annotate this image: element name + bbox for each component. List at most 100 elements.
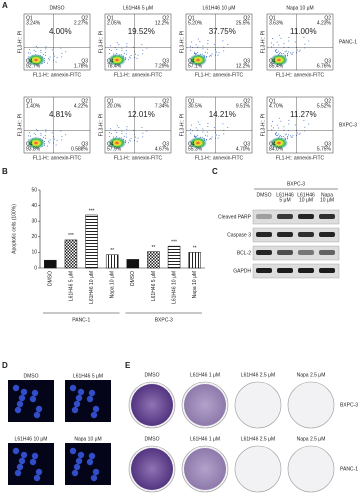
nucleus	[20, 388, 28, 396]
quadrant-value: 6.76%	[317, 63, 332, 69]
blot-band	[277, 214, 293, 219]
panel-label: E	[125, 361, 131, 370]
scatter-dot	[280, 136, 282, 138]
nucleus	[77, 451, 85, 459]
scatter-dot	[288, 36, 290, 38]
blot-band	[298, 214, 314, 219]
nucleus	[69, 447, 77, 455]
quadrant-value: 55.3%	[188, 146, 203, 152]
apoptosis-total: 4.81%	[49, 110, 72, 119]
scatter-dot	[193, 53, 195, 55]
scatter-dot	[218, 135, 220, 137]
x-axis-label: FL1-H:: annexin-FITC	[114, 72, 163, 78]
quadrant-name: Q1	[269, 15, 276, 21]
scatter-dot	[299, 49, 301, 51]
scatter-dot	[48, 142, 50, 144]
quadrant-value: 4.23%	[317, 20, 332, 26]
scatter-dot	[40, 49, 42, 51]
scatter-dot	[29, 52, 31, 54]
scatter-dot	[278, 117, 280, 119]
scatter-dot	[202, 131, 204, 133]
scatter-dot	[195, 44, 197, 46]
nucleus	[29, 395, 37, 403]
group-label: BXPC-3	[155, 317, 173, 323]
blot-band	[319, 232, 335, 237]
y-tick-label: 20	[31, 234, 37, 240]
scatter-dot	[276, 41, 278, 43]
scatter-dot	[272, 37, 274, 39]
scatter-dot	[298, 51, 300, 53]
scatter-dot	[190, 49, 192, 51]
scatter-dot	[129, 56, 131, 58]
nucleus	[14, 406, 22, 414]
quadrant-name: Q3	[162, 58, 169, 64]
nucleus	[14, 469, 22, 477]
scatter-dot	[194, 51, 196, 53]
scatter-dot	[280, 120, 282, 122]
nucleus	[90, 411, 98, 419]
blot-band	[298, 250, 314, 255]
blot-strip	[252, 227, 340, 243]
scatter-dot	[207, 43, 209, 45]
scatter-dot	[190, 128, 192, 130]
scatter-dot	[116, 42, 118, 44]
scatter-dot	[33, 132, 35, 134]
nucleus	[18, 394, 26, 402]
scatter-dot	[33, 49, 35, 51]
scatter-dot	[223, 50, 225, 52]
scatter-dot	[40, 132, 42, 134]
x-axis-label: FL1-H:: annexin-FITC	[276, 72, 325, 78]
scatter-dot	[130, 54, 132, 56]
scatter-dot	[285, 133, 287, 135]
blot-band	[256, 232, 272, 237]
y-axis-label: FL3-H:: PI	[17, 31, 23, 54]
apoptosis-total: 12.01%	[128, 110, 155, 119]
scatter-dot	[65, 51, 67, 53]
scatter-dot	[197, 134, 199, 136]
x-tick-label: L61H46 10 μM	[89, 271, 95, 304]
scatter-dot	[271, 42, 273, 44]
scatter-dot	[275, 49, 277, 51]
quadrant-value: 57.9%	[107, 146, 122, 152]
scatter-dot	[61, 135, 63, 137]
blot-band	[256, 214, 272, 219]
scatter-dot	[141, 126, 143, 128]
scatter-dot	[191, 124, 193, 126]
plate	[234, 445, 282, 493]
scatter-dot	[280, 37, 282, 39]
image-caption: L61H46 5 μM	[73, 373, 103, 379]
scatter-dot	[54, 138, 56, 140]
scatter-dot	[195, 136, 197, 138]
scatter-dot	[288, 123, 290, 125]
panel-label: C	[212, 167, 218, 176]
scatter-dot	[272, 44, 274, 46]
scatter-dot	[29, 135, 31, 137]
scatter-dot	[116, 131, 118, 133]
scatter-dot	[278, 34, 280, 36]
scatter-dot	[56, 140, 58, 142]
nucleus	[16, 400, 24, 408]
scatter-dot	[272, 127, 274, 129]
scatter-dot	[142, 132, 144, 134]
scatter-dot	[206, 48, 208, 50]
blot-band	[319, 268, 335, 273]
scatter-dot	[126, 128, 128, 130]
panel-label: A	[2, 1, 8, 10]
plate	[287, 381, 335, 429]
nucleus	[12, 384, 20, 392]
scatter-dot	[35, 134, 37, 136]
nucleus	[69, 384, 77, 392]
scatter-dot	[288, 51, 290, 53]
quadrant-name: Q4	[269, 58, 276, 64]
scatter-dot	[288, 119, 290, 121]
scatter-dot	[204, 134, 206, 136]
quadrant-value: 5.20%	[188, 20, 203, 26]
quadrant-name: Q4	[26, 141, 33, 147]
scatter-dot	[194, 134, 196, 136]
apoptosis-total: 11.00%	[290, 27, 317, 36]
scatter-dot	[279, 135, 281, 137]
scatter-dot	[275, 135, 277, 137]
blot-band	[256, 250, 272, 255]
